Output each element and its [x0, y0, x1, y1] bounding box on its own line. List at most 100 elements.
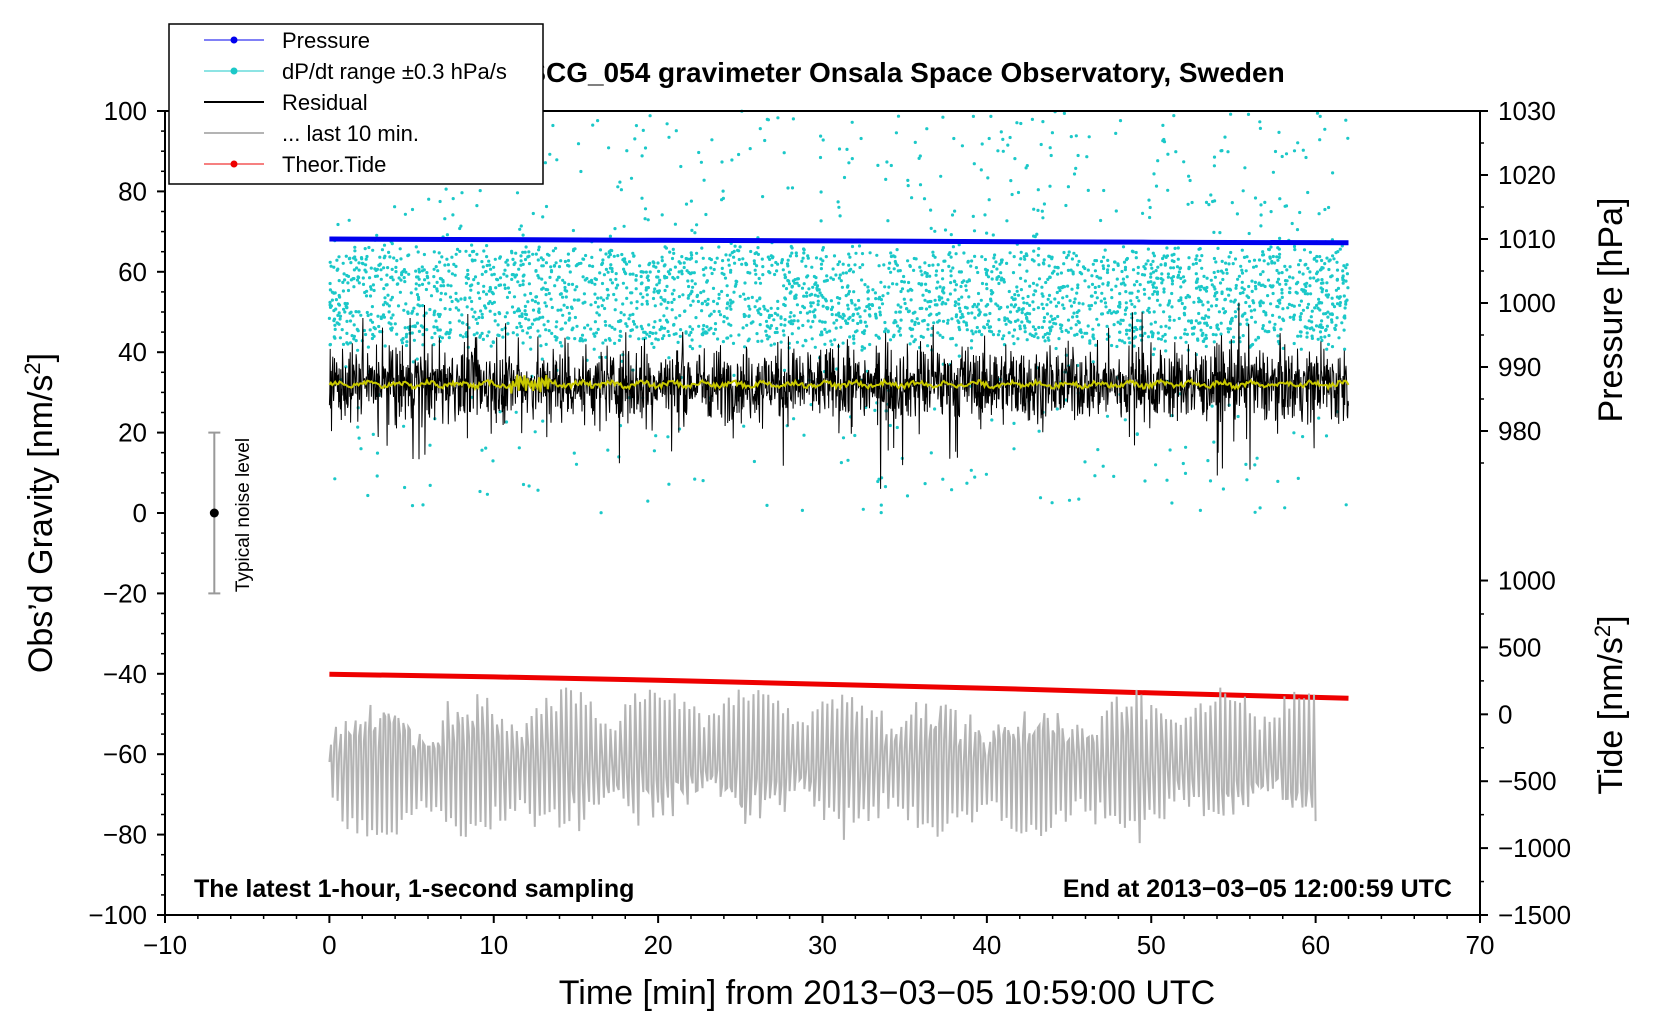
dpdt-point: [352, 334, 356, 338]
dpdt-point: [971, 114, 976, 118]
dpdt-point: [934, 269, 939, 273]
dpdt-point: [364, 294, 369, 298]
dpdt-point: [1210, 283, 1214, 287]
dpdt-point: [1287, 302, 1291, 306]
dpdt-point: [1205, 285, 1209, 290]
dpdt-point: [1316, 306, 1320, 310]
dpdt-point: [1167, 326, 1171, 330]
dpdt-point: [1278, 298, 1282, 302]
dpdt-point: [1066, 318, 1071, 322]
dpdt-point: [651, 331, 655, 335]
dpdt-point: [1279, 327, 1283, 331]
dpdt-point: [997, 307, 1002, 311]
dpdt-point: [1261, 270, 1265, 274]
dpdt-point: [951, 245, 956, 249]
legend-residual-label: Residual: [282, 90, 368, 115]
dpdt-point: [684, 202, 689, 206]
dpdt-point: [933, 255, 937, 259]
dpdt-point: [980, 255, 984, 259]
dpdt-point: [1166, 272, 1170, 276]
dpdt-point: [1112, 323, 1116, 327]
dpdt-point: [697, 324, 701, 328]
dpdt-point: [1218, 281, 1223, 285]
dpdt-point: [1210, 304, 1214, 308]
pressure-tick-label: 1020: [1498, 160, 1556, 190]
dpdt-point: [487, 330, 491, 334]
dpdt-point: [676, 340, 680, 344]
dpdt-point: [637, 337, 641, 341]
dpdt-point: [776, 313, 780, 317]
dpdt-point: [1187, 319, 1191, 323]
dpdt-point: [505, 274, 509, 278]
dpdt-point: [1324, 289, 1329, 293]
dpdt-point: [825, 274, 829, 278]
dpdt-point: [710, 138, 714, 142]
dpdt-point: [1160, 272, 1164, 276]
dpdt-point: [470, 299, 474, 304]
dpdt-point: [614, 286, 618, 290]
dpdt-point: [1330, 345, 1335, 349]
dpdt-point: [455, 247, 460, 251]
dpdt-point: [475, 204, 479, 208]
dpdt-point: [1184, 296, 1188, 300]
dpdt-point: [393, 322, 397, 326]
dpdt-point: [1074, 254, 1078, 258]
dpdt-point: [1165, 246, 1169, 250]
dpdt-point: [1018, 324, 1022, 328]
dpdt-point: [1228, 287, 1232, 291]
dpdt-point: [905, 307, 909, 311]
dpdt-point: [1244, 300, 1248, 305]
dpdt-point: [906, 289, 910, 293]
dpdt-point: [333, 477, 337, 481]
dpdt-point: [1320, 278, 1324, 282]
dpdt-point: [854, 307, 858, 311]
dpdt-point: [949, 274, 953, 278]
dpdt-point: [820, 293, 824, 297]
dpdt-point: [1213, 294, 1217, 298]
dpdt-point: [1109, 311, 1114, 315]
dpdt-point: [896, 269, 900, 273]
dpdt-point: [541, 258, 545, 262]
dpdt-point: [1102, 266, 1106, 271]
dpdt-point: [369, 312, 373, 316]
dpdt-point: [1106, 281, 1110, 285]
dpdt-point: [1151, 292, 1155, 296]
dpdt-point: [760, 339, 764, 343]
dpdt-point: [742, 424, 746, 428]
dpdt-point: [765, 503, 769, 507]
dpdt-point: [1164, 349, 1168, 353]
dpdt-point: [674, 129, 678, 133]
dpdt-point: [1317, 300, 1322, 304]
dpdt-point: [601, 298, 606, 302]
dpdt-point: [395, 259, 399, 263]
dpdt-point: [495, 277, 499, 281]
dpdt-point: [555, 278, 559, 282]
dpdt-point: [554, 246, 558, 250]
dpdt-point: [520, 312, 524, 316]
dpdt-point: [1201, 339, 1205, 343]
dpdt-point: [530, 298, 535, 302]
dpdt-point: [1068, 299, 1072, 303]
tide-axis-title-close: ]: [1592, 615, 1630, 624]
dpdt-point: [485, 334, 489, 338]
dpdt-point: [810, 265, 814, 269]
dpdt-point: [821, 304, 825, 308]
dpdt-point: [1113, 260, 1117, 264]
dpdt-point: [1093, 290, 1097, 295]
dpdt-point: [884, 327, 888, 331]
dpdt-point: [385, 302, 389, 306]
dpdt-point: [909, 327, 913, 332]
dpdt-point: [1030, 333, 1034, 338]
dpdt-point: [639, 274, 643, 279]
dpdt-point: [674, 332, 678, 336]
dpdt-point: [614, 298, 618, 302]
dpdt-point: [330, 298, 334, 302]
dpdt-point: [581, 257, 585, 261]
dpdt-point: [1006, 143, 1010, 147]
dpdt-point: [686, 296, 690, 300]
dpdt-point: [503, 268, 507, 272]
dpdt-point: [1231, 262, 1235, 266]
dpdt-point: [863, 283, 867, 287]
dpdt-point: [694, 316, 698, 320]
dpdt-point: [1161, 139, 1165, 143]
